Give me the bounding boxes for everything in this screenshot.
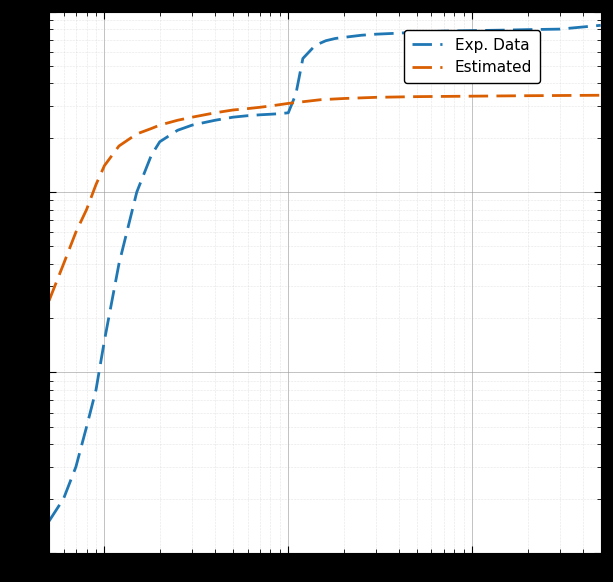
Exp. Data	[556, 26, 563, 33]
Estimated	[284, 100, 292, 107]
Exp. Data	[115, 260, 123, 267]
Exp. Data	[284, 109, 292, 116]
Exp. Data	[292, 90, 300, 97]
Legend: Exp. Data, Estimated: Exp. Data, Estimated	[404, 30, 539, 83]
Exp. Data	[299, 55, 306, 62]
Exp. Data	[322, 37, 330, 44]
Estimated	[244, 105, 251, 112]
Exp. Data	[501, 27, 508, 34]
Exp. Data	[468, 27, 476, 34]
Exp. Data	[332, 35, 339, 42]
Exp. Data	[156, 139, 164, 146]
Estimated	[174, 117, 181, 124]
Estimated	[93, 181, 100, 188]
Estimated	[148, 125, 155, 132]
Estimated	[524, 92, 531, 99]
Exp. Data	[244, 112, 251, 119]
Exp. Data	[276, 110, 284, 117]
Estimated	[211, 109, 219, 116]
Exp. Data	[148, 152, 155, 159]
Estimated	[60, 260, 67, 267]
Exp. Data	[395, 30, 403, 37]
Estimated	[372, 94, 379, 101]
Estimated	[83, 206, 90, 213]
Exp. Data	[101, 337, 108, 344]
Estimated	[468, 93, 476, 100]
Exp. Data	[60, 495, 67, 502]
Estimated	[229, 107, 237, 113]
Exp. Data	[256, 111, 264, 118]
Exp. Data	[524, 26, 531, 33]
Exp. Data	[311, 42, 319, 49]
Exp. Data	[440, 27, 447, 34]
Exp. Data	[211, 117, 219, 124]
Exp. Data	[340, 34, 348, 41]
Estimated	[597, 92, 604, 99]
Exp. Data	[45, 517, 53, 524]
Estimated	[267, 102, 274, 109]
Line: Estimated: Estimated	[49, 95, 601, 301]
Exp. Data	[83, 423, 90, 430]
Estimated	[256, 104, 264, 111]
Estimated	[413, 93, 421, 100]
Exp. Data	[93, 386, 100, 393]
Exp. Data	[133, 189, 140, 196]
Estimated	[340, 95, 348, 102]
Estimated	[72, 229, 80, 236]
Line: Exp. Data: Exp. Data	[49, 25, 601, 521]
Exp. Data	[188, 122, 196, 129]
Estimated	[115, 143, 123, 150]
Exp. Data	[174, 127, 181, 134]
Exp. Data	[597, 22, 604, 29]
Estimated	[156, 122, 164, 129]
Exp. Data	[413, 29, 421, 36]
Estimated	[45, 297, 53, 304]
Exp. Data	[72, 463, 80, 470]
Estimated	[317, 96, 324, 103]
Exp. Data	[372, 31, 379, 38]
Exp. Data	[229, 113, 237, 120]
Estimated	[101, 162, 108, 169]
Exp. Data	[267, 111, 274, 118]
Exp. Data	[358, 32, 365, 39]
Estimated	[188, 113, 196, 120]
Estimated	[133, 130, 140, 137]
